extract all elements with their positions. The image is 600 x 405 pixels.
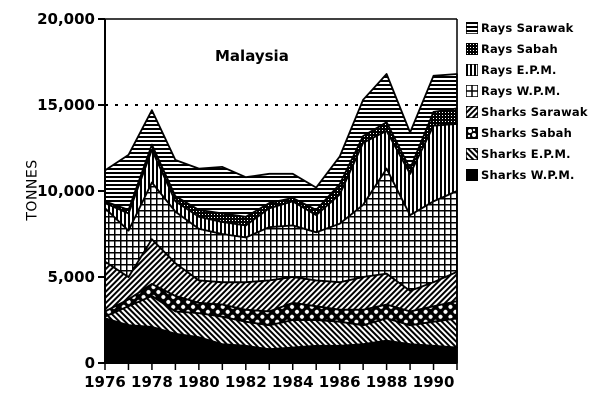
axes: 0 5,000 10,000 15,000 20,000 1976 1978 1980 1982… [37,10,458,391]
y-tick-label: 0 [85,354,95,372]
vertical-hatch-swatch-icon [466,63,478,76]
legend-item-rays-epm: Rays E.P.M. [466,59,588,80]
solid-black-swatch-icon [466,168,478,181]
horizontal-hatch-swatch-icon [466,21,478,34]
y-tick-label: 20,000 [37,10,95,28]
y-axis-label: TONNES [24,159,41,221]
legend-item-sharks-epm: Sharks E.P.M. [466,143,588,164]
x-tick-label: 1988 [366,373,408,391]
legend-item-rays-sarawak: Rays Sarawak [466,17,588,38]
diagonal-right-hatch-swatch-icon [466,147,478,160]
dotted-checker-swatch-icon [466,126,478,139]
legend-item-sharks-sabah: Sharks Sabah [466,122,588,143]
legend-item-rays-wpm: Rays W.P.M. [466,80,588,101]
x-tick-label: 1990 [413,373,455,391]
x-tick-label: 1982 [225,373,267,391]
legend-item-sharks-sarawak: Sharks Sarawak [466,101,588,122]
legend: Rays Sarawak Rays Sabah Rays E.P.M. Rays… [466,17,588,185]
x-tick-label: 1984 [272,373,314,391]
legend-item-sharks-wpm: Sharks W.P.M. [466,164,588,185]
x-tick-label: 1980 [178,373,220,391]
y-tick-label: 10,000 [37,182,95,200]
x-tick-label: 1986 [319,373,361,391]
y-tick-label: 5,000 [48,268,95,286]
legend-item-rays-sabah: Rays Sabah [466,38,588,59]
y-tick-label: 15,000 [37,96,95,114]
grid-swatch-icon [466,84,478,97]
area-layers [104,73,458,364]
diagonal-left-hatch-swatch-icon [466,105,478,118]
fine-checker-swatch-icon [466,42,478,55]
chart-title: Malaysia [215,47,289,65]
x-tick-label: 1976 [84,373,126,391]
x-tick-label: 1978 [131,373,173,391]
